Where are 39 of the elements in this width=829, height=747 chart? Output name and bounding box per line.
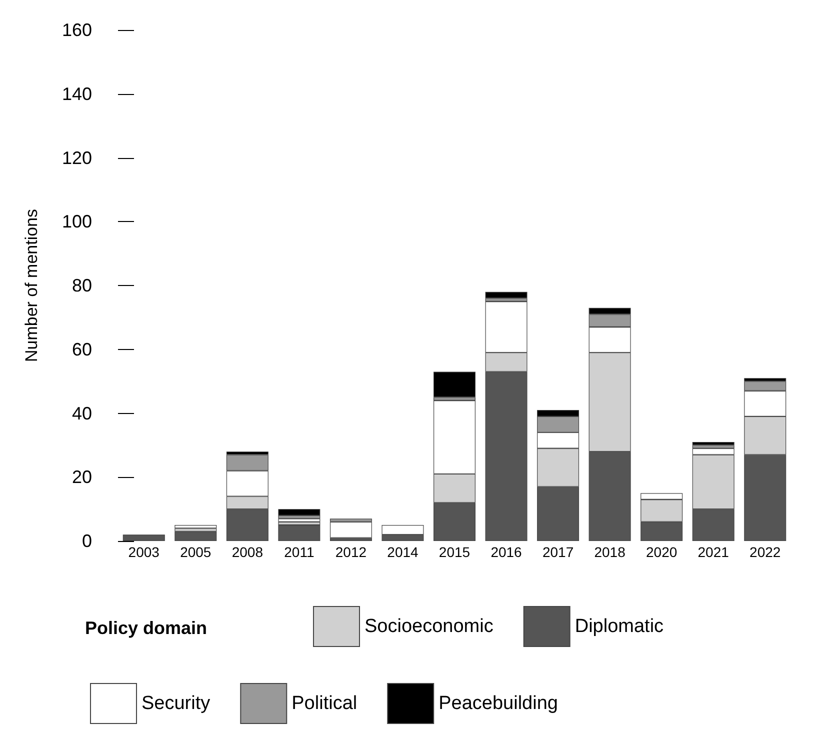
x-tick-label: 2017 (542, 544, 574, 560)
bar (278, 509, 320, 516)
legend-label: Security (142, 693, 211, 714)
y-tick-label: 140 (62, 84, 92, 104)
x-tick-label: 2005 (180, 544, 212, 560)
bar (692, 442, 734, 446)
x-tick-label: 2015 (438, 544, 470, 560)
bar (330, 522, 372, 538)
legend-label: Diplomatic (574, 616, 664, 637)
legend-label: Peacebuilding (438, 693, 558, 714)
x-tick-label: 2021 (698, 544, 730, 560)
x-tick-label: 2012 (335, 544, 367, 560)
bar (174, 525, 217, 528)
y-tick-label: 40 (72, 403, 92, 424)
y-tick-label: 0 (82, 531, 92, 551)
x-tick-label: 2020 (646, 544, 678, 560)
x-tick-label: 2016 (490, 544, 522, 560)
bar (485, 292, 528, 298)
y-tick-label: 120 (62, 148, 92, 168)
bar (174, 531, 217, 541)
x-tick-label: 2018 (594, 544, 626, 560)
y-tick-label: 80 (72, 276, 92, 296)
y-tick-label: 20 (72, 467, 92, 488)
legend-label: Socioeconomic (364, 616, 494, 637)
y-axis-title: Number of mentions (22, 208, 41, 362)
bar (122, 534, 165, 541)
x-tick-label: 2003 (128, 544, 160, 560)
x-tick-label: 2008 (232, 544, 264, 560)
legend-title: Policy domain (85, 618, 208, 638)
bar (434, 372, 476, 398)
legend-label: Political (292, 693, 358, 714)
y-tick-label: 60 (72, 339, 92, 360)
y-tick-label: 100 (62, 212, 92, 232)
x-tick-label: 2011 (284, 544, 314, 560)
bar (278, 518, 320, 522)
x-tick-label: 2022 (750, 544, 781, 560)
y-tick-label: 160 (62, 20, 92, 40)
x-tick-label: 2014 (387, 544, 419, 560)
bar (278, 525, 320, 541)
